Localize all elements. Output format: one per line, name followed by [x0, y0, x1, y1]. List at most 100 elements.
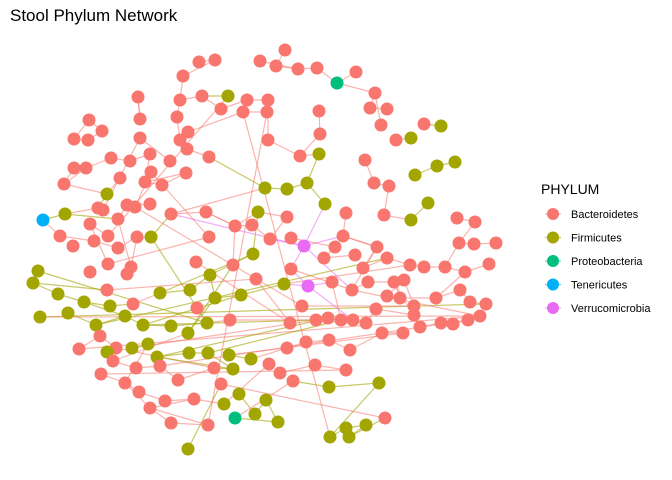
node-bacteroidetes: [453, 283, 467, 297]
node-bacteroidetes: [382, 179, 396, 193]
node-bacteroidetes: [57, 177, 71, 191]
node-firmicutes: [434, 119, 448, 133]
node-bacteroidetes: [202, 230, 216, 244]
legend-key-bacteroidetes: [547, 208, 559, 220]
node-bacteroidetes: [129, 361, 143, 375]
node-bacteroidetes: [128, 200, 142, 214]
node-bacteroidetes: [208, 53, 222, 67]
node-firmicutes: [322, 380, 336, 394]
node-bacteroidetes: [249, 272, 263, 286]
node-firmicutes: [77, 295, 91, 309]
node-bacteroidetes: [377, 208, 391, 222]
edge: [223, 363, 270, 405]
node-bacteroidetes: [260, 105, 274, 119]
node-bacteroidetes: [280, 210, 294, 224]
node-bacteroidetes: [317, 251, 331, 265]
node-bacteroidetes: [111, 241, 125, 255]
node-bacteroidetes: [171, 373, 185, 387]
node-bacteroidetes: [434, 316, 448, 330]
edge: [208, 156, 266, 189]
node-bacteroidetes: [189, 255, 203, 269]
edge: [64, 213, 119, 220]
node-bacteroidetes: [82, 113, 96, 127]
legend-label-tenericutes: Tenericutes: [571, 280, 628, 292]
node-tenericutes: [36, 213, 50, 227]
node-firmicutes: [312, 147, 326, 161]
node-firmicutes: [26, 276, 40, 290]
node-bacteroidetes: [111, 212, 125, 226]
node-bacteroidetes: [83, 265, 97, 279]
node-firmicutes: [323, 430, 337, 444]
node-bacteroidetes: [155, 178, 169, 192]
node-bacteroidetes: [393, 291, 407, 305]
node-bacteroidetes: [284, 262, 298, 276]
node-bacteroidetes: [133, 112, 147, 126]
node-bacteroidetes: [179, 166, 193, 180]
node-bacteroidetes: [489, 236, 503, 250]
node-bacteroidetes: [100, 283, 114, 297]
node-bacteroidetes: [106, 354, 120, 368]
edge: [149, 407, 209, 426]
node-firmicutes: [182, 346, 196, 360]
edge: [331, 281, 342, 321]
node-bacteroidetes: [207, 361, 221, 375]
node-firmicutes: [222, 348, 236, 362]
node-bacteroidetes: [458, 265, 472, 279]
node-bacteroidetes: [407, 299, 421, 313]
node-firmicutes: [203, 268, 217, 282]
node-bacteroidetes: [397, 273, 411, 287]
node-bacteroidetes: [130, 230, 144, 244]
node-bacteroidetes: [278, 43, 292, 57]
node-firmicutes: [125, 341, 139, 355]
node-bacteroidetes: [468, 215, 482, 229]
node-bacteroidetes: [359, 316, 373, 330]
node-bacteroidetes: [463, 295, 477, 309]
chart-title: Stool Phylum Network: [10, 6, 178, 25]
node-firmicutes: [221, 89, 235, 103]
node-bacteroidetes: [261, 93, 275, 107]
edge: [149, 398, 195, 409]
node-bacteroidetes: [223, 313, 237, 327]
node-bacteroidetes: [173, 133, 187, 147]
node-firmicutes: [200, 316, 214, 330]
node-bacteroidetes: [176, 69, 190, 83]
node-bacteroidetes: [380, 251, 394, 265]
node-bacteroidetes: [245, 218, 259, 232]
node-bacteroidetes: [273, 366, 287, 380]
node-bacteroidetes: [170, 110, 184, 124]
node-bacteroidetes: [334, 313, 348, 327]
node-bacteroidetes: [180, 142, 194, 156]
node-bacteroidetes: [363, 101, 377, 115]
node-bacteroidetes: [202, 150, 216, 164]
node-bacteroidetes: [452, 236, 466, 250]
edge: [240, 283, 285, 296]
node-bacteroidetes: [87, 234, 101, 248]
node-firmicutes: [248, 407, 262, 421]
edge: [328, 382, 380, 388]
node-firmicutes: [404, 131, 418, 145]
node-bacteroidetes: [83, 217, 97, 231]
node-firmicutes: [144, 230, 158, 244]
edge: [144, 172, 187, 183]
node-firmicutes: [359, 418, 373, 432]
node-bacteroidetes: [101, 257, 115, 271]
node-bacteroidetes: [328, 240, 342, 254]
edge: [134, 206, 303, 307]
node-firmicutes: [226, 362, 240, 376]
node-firmicutes: [208, 291, 222, 305]
edge: [39, 315, 481, 318]
node-bacteroidetes: [291, 62, 305, 76]
node-bacteroidetes: [187, 392, 201, 406]
node-bacteroidetes: [67, 161, 81, 175]
node-bacteroidetes: [173, 93, 187, 107]
node-bacteroidetes: [240, 93, 254, 107]
edge: [303, 203, 326, 247]
node-bacteroidetes: [380, 289, 394, 303]
node-firmicutes: [217, 397, 231, 411]
node-bacteroidetes: [446, 317, 460, 331]
node-firmicutes: [372, 376, 386, 390]
node-bacteroidetes: [131, 90, 145, 104]
node-firmicutes: [181, 326, 195, 340]
node-bacteroidetes: [253, 54, 267, 68]
node-bacteroidetes: [339, 363, 353, 377]
